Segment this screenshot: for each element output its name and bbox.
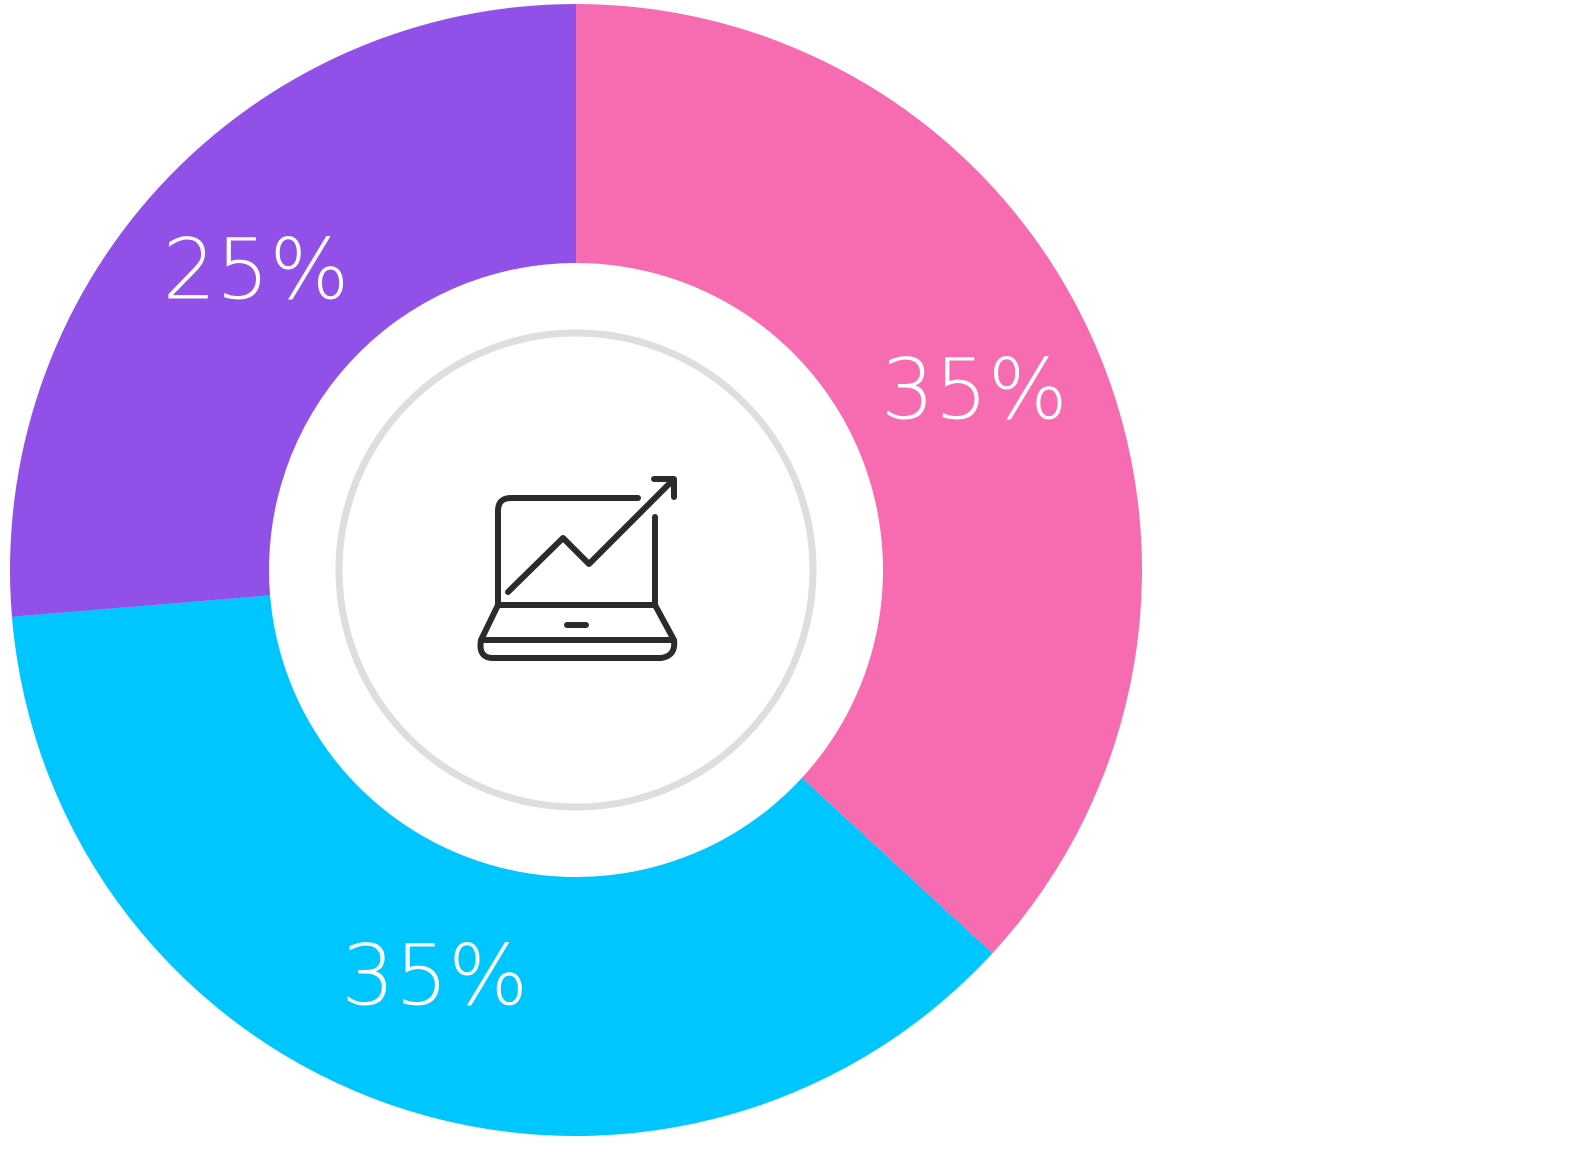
value-label: 35% [341,926,528,1024]
value-label: 25% [163,220,350,318]
slice [11,595,993,1136]
center-ring [335,329,817,811]
slice [9,4,577,617]
slices [9,4,1142,1136]
value-label: 35% [881,340,1068,438]
laptop-icon [477,476,678,661]
slice [576,4,1142,954]
